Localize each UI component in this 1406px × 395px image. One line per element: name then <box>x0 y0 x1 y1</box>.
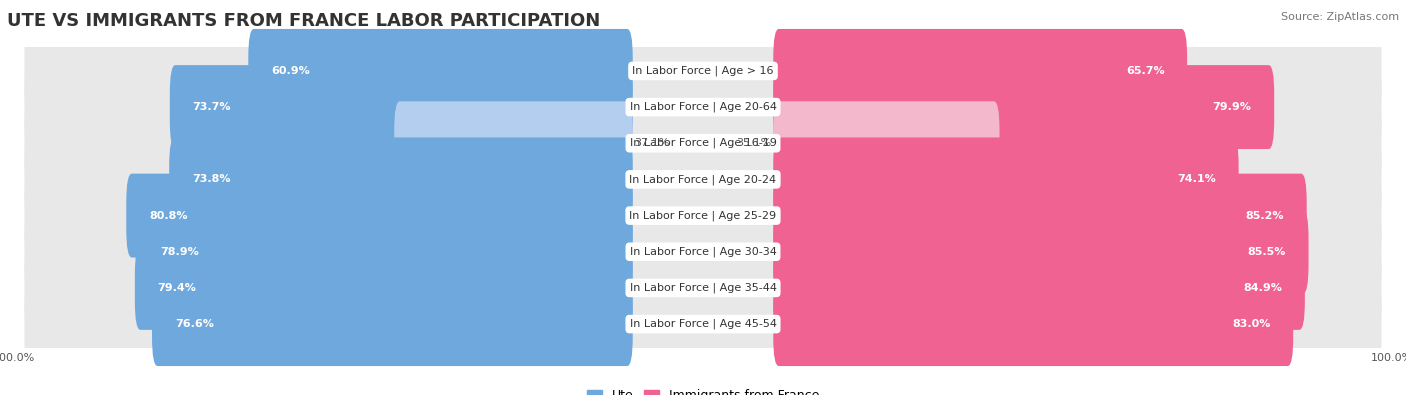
FancyBboxPatch shape <box>135 246 633 330</box>
FancyBboxPatch shape <box>773 101 1000 185</box>
FancyBboxPatch shape <box>24 37 1382 105</box>
FancyBboxPatch shape <box>138 210 633 294</box>
FancyBboxPatch shape <box>773 29 1187 113</box>
FancyBboxPatch shape <box>394 101 633 185</box>
FancyBboxPatch shape <box>170 65 633 149</box>
FancyBboxPatch shape <box>24 217 1382 286</box>
Text: In Labor Force | Age 30-34: In Labor Force | Age 30-34 <box>630 246 776 257</box>
FancyBboxPatch shape <box>773 210 1309 294</box>
Text: 79.9%: 79.9% <box>1212 102 1251 112</box>
Text: In Labor Force | Age 20-64: In Labor Force | Age 20-64 <box>630 102 776 112</box>
FancyBboxPatch shape <box>169 137 633 221</box>
Text: 78.9%: 78.9% <box>160 247 200 257</box>
Text: 83.0%: 83.0% <box>1232 319 1271 329</box>
Text: In Labor Force | Age 45-54: In Labor Force | Age 45-54 <box>630 319 776 329</box>
Text: In Labor Force | Age 25-29: In Labor Force | Age 25-29 <box>630 210 776 221</box>
Text: 80.8%: 80.8% <box>149 211 187 220</box>
FancyBboxPatch shape <box>249 29 633 113</box>
FancyBboxPatch shape <box>773 65 1274 149</box>
FancyBboxPatch shape <box>24 109 1382 178</box>
Text: In Labor Force | Age > 16: In Labor Force | Age > 16 <box>633 66 773 76</box>
Text: In Labor Force | Age 20-24: In Labor Force | Age 20-24 <box>630 174 776 185</box>
Text: 74.1%: 74.1% <box>1177 175 1216 184</box>
Text: In Labor Force | Age 16-19: In Labor Force | Age 16-19 <box>630 138 776 149</box>
Text: 73.8%: 73.8% <box>193 175 231 184</box>
Text: 60.9%: 60.9% <box>271 66 309 76</box>
Text: UTE VS IMMIGRANTS FROM FRANCE LABOR PARTICIPATION: UTE VS IMMIGRANTS FROM FRANCE LABOR PART… <box>7 12 600 30</box>
Text: 37.1%: 37.1% <box>634 138 669 148</box>
FancyBboxPatch shape <box>773 137 1239 221</box>
Text: 79.4%: 79.4% <box>157 283 197 293</box>
Text: 73.7%: 73.7% <box>193 102 231 112</box>
FancyBboxPatch shape <box>773 174 1306 258</box>
FancyBboxPatch shape <box>24 254 1382 322</box>
Text: 65.7%: 65.7% <box>1126 66 1164 76</box>
Legend: Ute, Immigrants from France: Ute, Immigrants from France <box>582 384 824 395</box>
Text: 84.9%: 84.9% <box>1243 283 1282 293</box>
FancyBboxPatch shape <box>24 181 1382 250</box>
Text: 76.6%: 76.6% <box>174 319 214 329</box>
FancyBboxPatch shape <box>127 174 633 258</box>
FancyBboxPatch shape <box>152 282 633 366</box>
Text: 85.5%: 85.5% <box>1247 247 1286 257</box>
FancyBboxPatch shape <box>24 145 1382 214</box>
FancyBboxPatch shape <box>24 290 1382 358</box>
FancyBboxPatch shape <box>773 246 1305 330</box>
FancyBboxPatch shape <box>773 282 1294 366</box>
FancyBboxPatch shape <box>24 73 1382 141</box>
Text: 35.1%: 35.1% <box>737 138 772 148</box>
Text: Source: ZipAtlas.com: Source: ZipAtlas.com <box>1281 12 1399 22</box>
Text: In Labor Force | Age 35-44: In Labor Force | Age 35-44 <box>630 283 776 293</box>
Text: 85.2%: 85.2% <box>1246 211 1284 220</box>
